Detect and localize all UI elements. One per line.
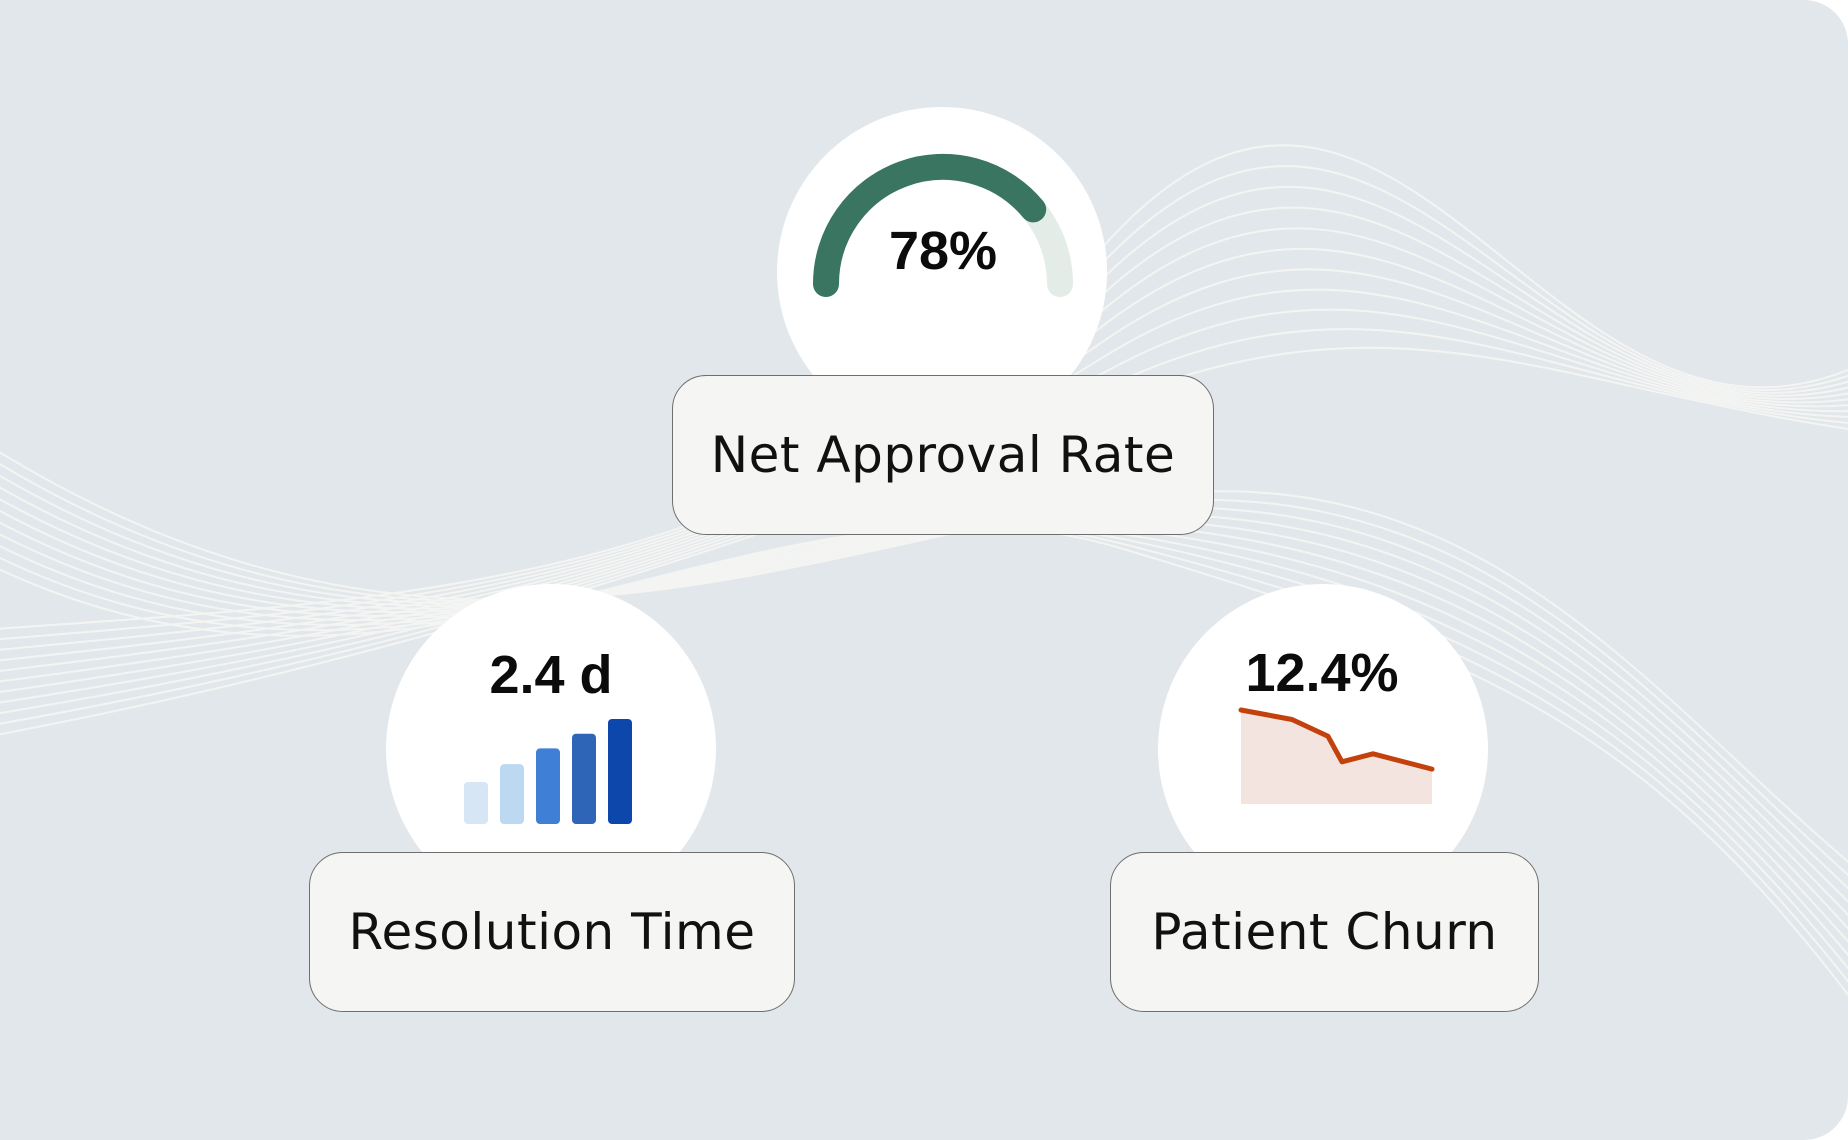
wave-line: [0, 248, 1848, 683]
bar-3: [536, 748, 560, 824]
wave-line: [0, 525, 1848, 983]
wave-line: [0, 486, 1848, 903]
wave-line: [0, 288, 1848, 704]
churn-label: Patient Churn: [1151, 903, 1498, 961]
approval-value: 78%: [888, 221, 998, 281]
wave-line: [0, 525, 1848, 997]
sparkline-area: [1241, 710, 1432, 804]
resolution-label-card[interactable]: Resolution Time: [309, 852, 795, 1012]
wave-line: [0, 521, 1848, 943]
wave-line: [0, 509, 1848, 930]
sparkline-icon: [1238, 707, 1435, 804]
sparkline-line: [1238, 707, 1435, 772]
wave-line: [0, 524, 1848, 957]
gauge-fill: [813, 154, 1047, 297]
wave-line: [0, 497, 1848, 917]
bar-2: [500, 764, 524, 824]
bar-1: [464, 782, 488, 824]
churn-label-card[interactable]: Patient Churn: [1110, 852, 1539, 1012]
approval-label: Net Approval Rate: [710, 426, 1176, 484]
bar-5: [608, 719, 632, 824]
resolution-value: 2.4 d: [489, 645, 613, 705]
bar-chart-icon: [464, 719, 632, 824]
churn-value: 12.4%: [1245, 643, 1399, 703]
approval-label-card[interactable]: Net Approval Rate: [672, 375, 1214, 535]
resolution-label: Resolution Time: [348, 903, 756, 961]
bar-4: [572, 733, 596, 824]
gauge-icon: [813, 154, 1073, 297]
